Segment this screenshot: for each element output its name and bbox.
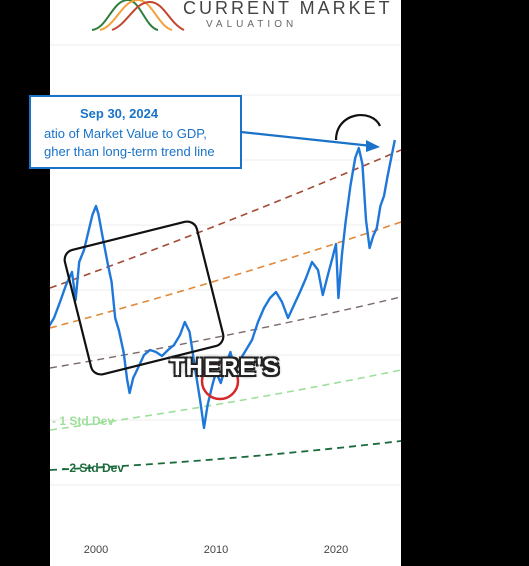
x-tick-label: 2010 — [204, 544, 228, 556]
minus-2-std-dev-label: - 2 Std Dev — [62, 461, 124, 475]
chart-panel — [50, 0, 401, 566]
brand-tagline: VALUATION — [206, 19, 297, 30]
brand-logo — [91, 0, 185, 31]
highlight-box — [63, 220, 225, 376]
callout-arrow-line — [240, 130, 373, 148]
series-line — [50, 139, 396, 430]
band-line-minus2 — [50, 440, 401, 471]
peak-arc — [334, 113, 382, 141]
minus-1-std-dev-label: - 1 Std Dev — [52, 414, 114, 428]
callout-date: Sep 30, 2024 — [80, 106, 159, 121]
callout-line-2: gher than long-term trend line — [44, 144, 215, 159]
callout-line-1: atio of Market Value to GDP, — [44, 126, 207, 141]
highlight-circle — [200, 361, 240, 401]
x-axis: 2000 2010 2020 — [84, 544, 348, 556]
logo-curve-red — [111, 0, 185, 31]
series-layer — [50, 139, 396, 430]
callout-arrowhead — [366, 140, 380, 152]
band-line-plus1 — [50, 221, 401, 329]
callout-box — [29, 95, 242, 169]
logo-curve-green — [91, 0, 159, 31]
logo-curve-orange — [99, 0, 173, 31]
video-caption: THERE'S — [170, 354, 281, 381]
brand-name: CURRENT MARKET — [183, 0, 393, 18]
x-tick-label: 2020 — [324, 544, 348, 556]
x-tick-label: 2000 — [84, 544, 108, 556]
